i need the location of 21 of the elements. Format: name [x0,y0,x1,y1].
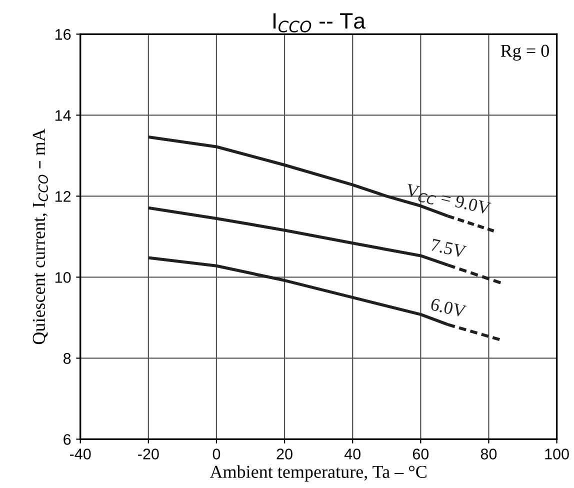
y-tick-label: 6 [64,434,71,445]
x-tick-label: 100 [545,448,569,460]
text: 7.5V [430,238,467,258]
x-tick-label: 80 [480,448,497,460]
y-tick-label: 14 [56,110,71,121]
x-axis-title: Ambient temperature, Ta – °C [210,465,426,482]
annotation: Rg = 0 [500,44,549,61]
x-tick-label: 0 [212,448,220,460]
x-tick-label: 40 [344,448,360,460]
chart-title: I$_{CCO}$ -- Ta [274,13,366,32]
y-tick-label: 16 [56,29,71,40]
x-tick-label: -20 [138,448,159,460]
text: 6.0V [430,298,467,318]
x-tick-label: 60 [412,448,429,460]
y-tick-label: 10 [56,272,71,283]
text: V$_{CC}$ = 9.0V [404,184,492,218]
x-tick-label: -40 [70,448,91,460]
y-tick-label: 8 [64,353,71,364]
y-tick-label: 12 [56,191,71,202]
x-tick-label: 20 [276,448,292,460]
y-axis-title: Quiescent current, I$_{CCO}$ – mA [32,128,48,344]
